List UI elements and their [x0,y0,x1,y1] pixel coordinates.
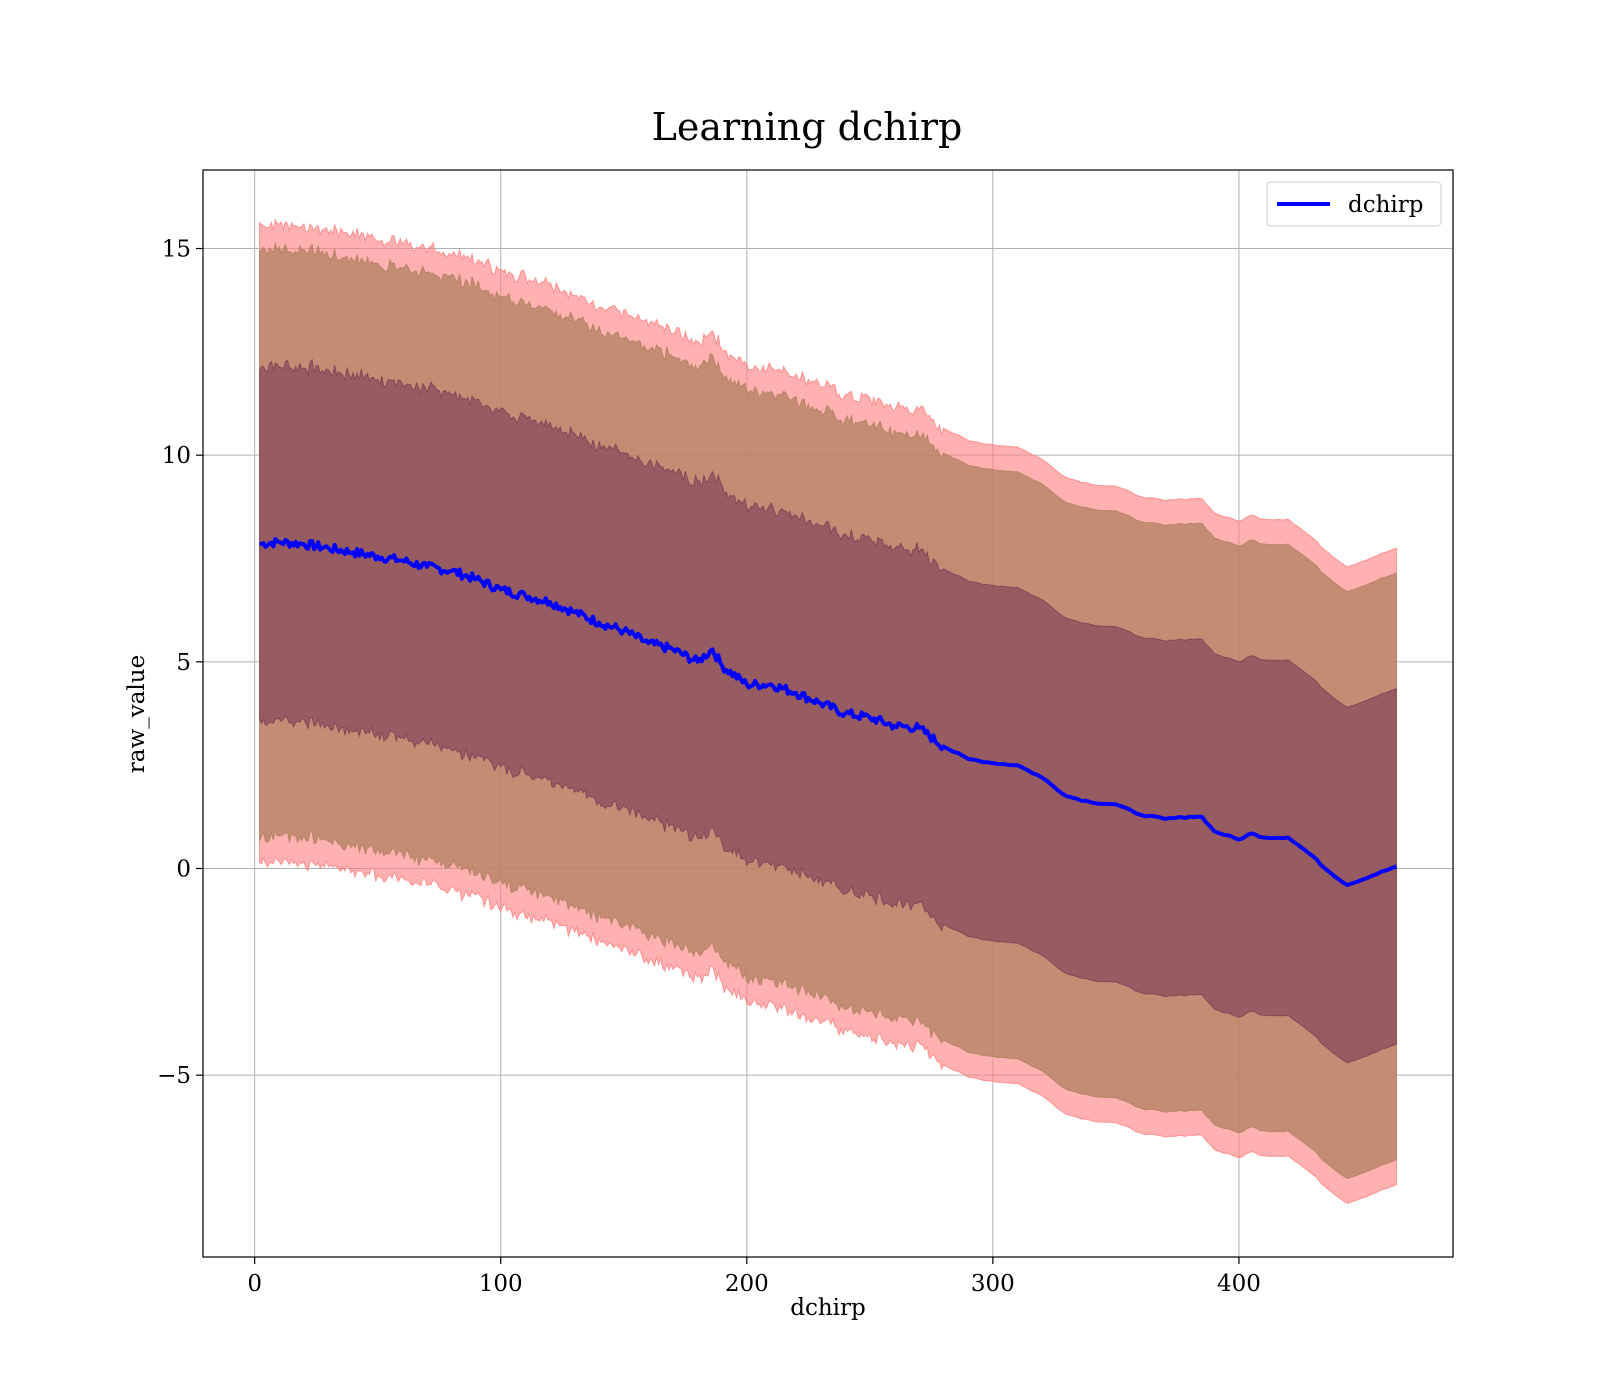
x-tick-label: 0 [247,1271,262,1297]
series [259,536,1398,887]
plot-area [202,169,1454,1258]
band-inner [259,358,1397,1064]
y-tick-label: 5 [176,650,191,676]
y-axis-label: raw_value [124,655,150,773]
x-ticks: 0 100 200 300 400 [247,1257,1261,1297]
x-tick-label: 100 [479,1271,523,1297]
legend-label-dchirp: dchirp [1348,192,1424,218]
y-ticks: 15 10 5 0 −5 [157,237,203,1089]
x-axis-label: dchirp [790,1295,866,1321]
plot-frame [202,169,1454,1258]
legend-box [1266,181,1442,227]
y-tick-label: 15 [162,237,191,263]
series-line-dchirp [259,536,1398,887]
legend: dchirp [1266,181,1442,227]
x-tick-label: 300 [971,1271,1015,1297]
x-tick-label: 200 [725,1271,769,1297]
bands [259,218,1397,1204]
y-tick-label: −5 [157,1063,191,1089]
y-tick-label: 10 [162,443,191,469]
x-tick-label: 400 [1217,1271,1261,1297]
chart-title: Learning dchirp [652,105,963,149]
y-tick-label: 0 [176,856,191,882]
